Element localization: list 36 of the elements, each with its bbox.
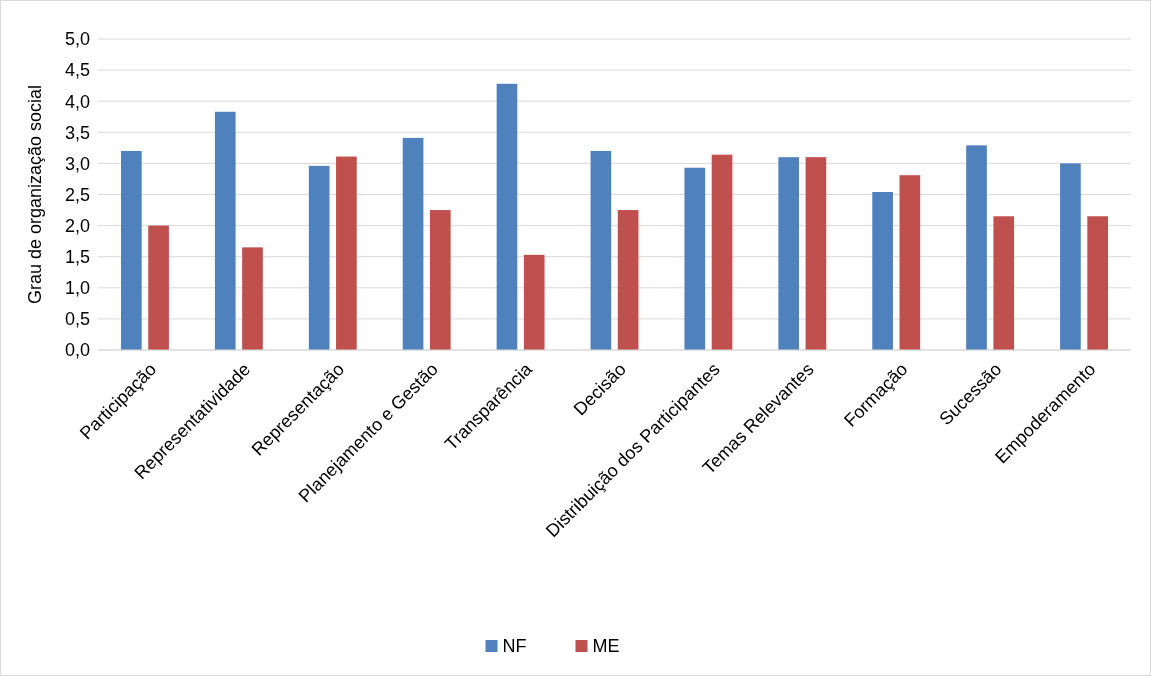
bar [1087,216,1108,350]
y-tick-label: 3,0 [64,153,90,174]
bar [242,247,263,350]
bar [214,111,236,350]
bar [899,175,921,350]
bar [805,157,827,350]
y-tick-label: 5,0 [64,29,90,50]
bar [617,210,639,350]
y-tick-label: 4,5 [64,60,90,81]
y-tick-label: 1,0 [64,278,90,299]
bar [993,216,1015,350]
y-tick-label: 0,0 [64,340,90,361]
bar [402,137,424,350]
bar [684,167,706,350]
bar [590,150,612,350]
bar [523,254,545,350]
bar [872,192,893,350]
bar [429,210,451,350]
y-tick-label: 1,5 [64,247,90,267]
y-tick-label: 4,0 [64,91,90,112]
y-tick-label: 0,5 [64,309,90,330]
bar [1060,163,1081,350]
bar [778,157,800,350]
legend-label: NF [502,636,527,657]
bar [148,225,169,350]
y-axis-title: Grau de organização social [25,84,46,305]
y-tick-label: 2,0 [64,215,90,236]
bar [711,154,733,350]
legend-label: ME [592,636,620,657]
bar [121,150,142,350]
bar [496,83,518,350]
bar [336,156,357,350]
bar [308,165,330,350]
bar [966,145,987,350]
y-tick-label: 2,5 [64,184,90,205]
y-tick-label: 3,5 [64,122,90,143]
